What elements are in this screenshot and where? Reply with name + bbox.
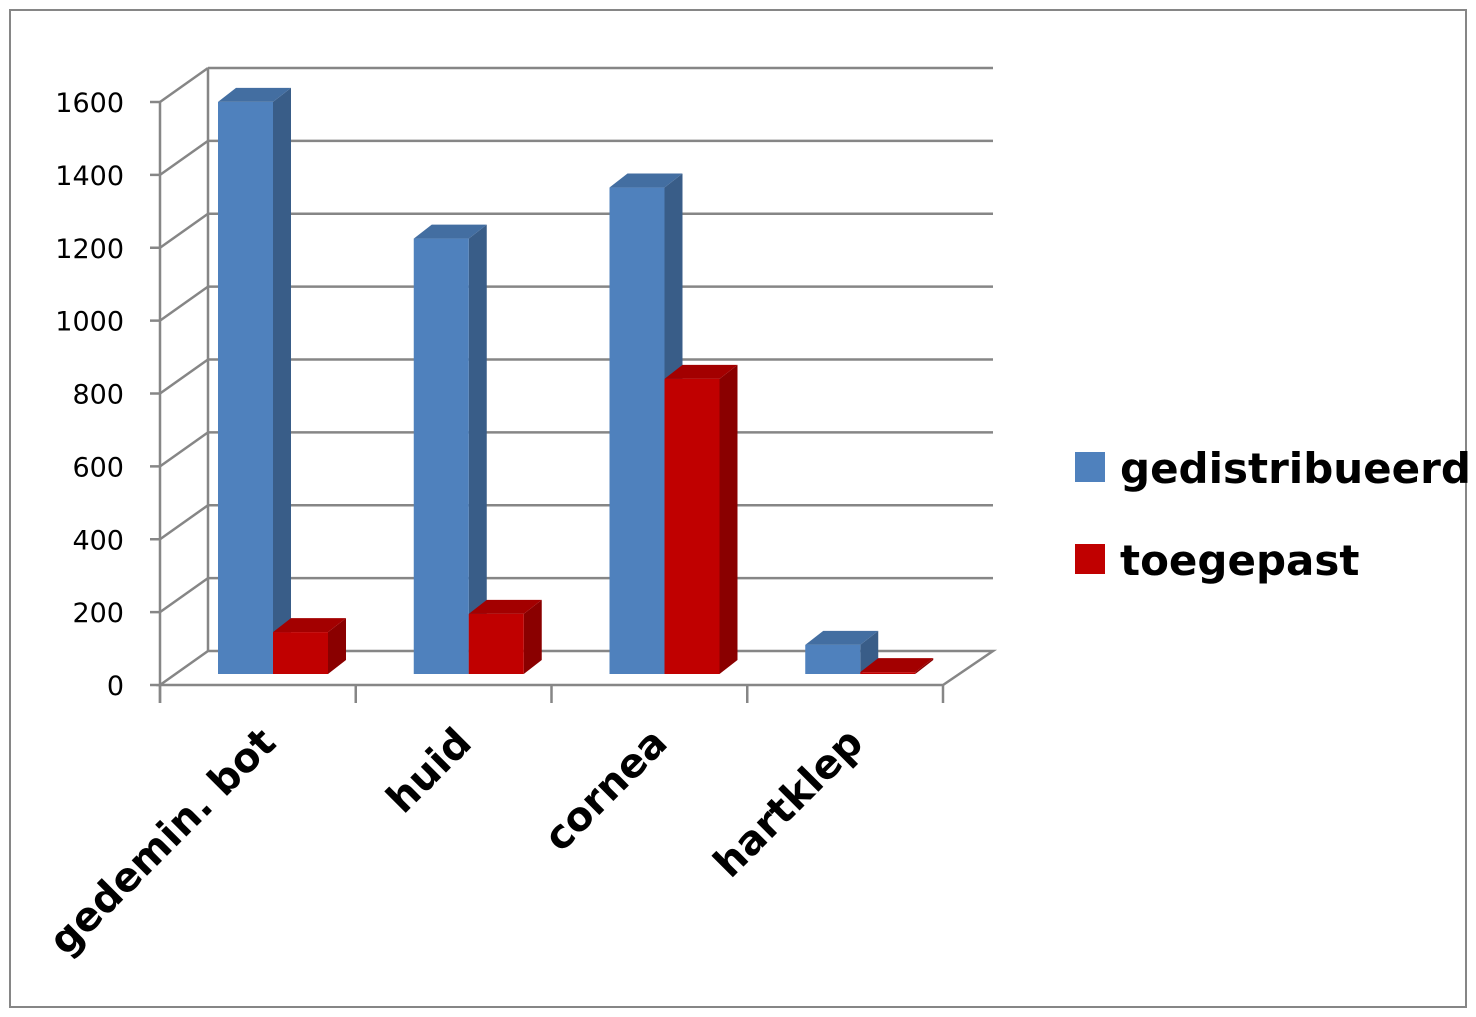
bar-toegepast-huid [468,599,542,674]
x-axis-category-labels: gedemin. bot huid cornea hartklep [40,720,872,964]
gridline-connector [159,66,209,104]
bar-side-face [719,364,738,674]
bar-top-face [805,630,879,645]
bar-front-face [413,238,469,674]
gridline-connector [159,139,209,176]
bar-top-face [273,618,346,633]
y-tick-label: 0 [107,671,124,702]
bar-toegepast-hartklep [860,658,934,674]
bar-front-face [218,101,273,674]
gridline-connector [159,504,209,541]
bar-side-face [273,87,291,674]
bar-side-face [468,224,487,674]
bar-top-face [468,599,542,614]
x-category-label: cornea [535,720,676,861]
bar-gedistribueerd-huid [413,224,487,674]
x-category-label: hartklep [705,720,872,887]
legend-swatch [1075,544,1105,574]
bar-toegepast-gedemin-bot [273,618,346,674]
bar-front-face [860,672,916,674]
legend-swatch [1075,452,1105,482]
gridline-connector [159,285,209,322]
chart-floor [156,649,998,687]
legend-item: gedistribueerd [1075,444,1471,493]
y-tick-label: 1400 [55,161,124,192]
legend-item: toegepast [1075,536,1359,585]
y-tick-label: 600 [72,452,124,483]
x-category-label: gedemin. bot [40,720,284,964]
gridline-connector [159,577,209,614]
bar-top-face [413,224,487,239]
bar-front-face [664,378,720,674]
y-tick-label: 1600 [55,88,124,119]
bar-gedistribueerd-gedemin-bot [218,87,291,674]
bar-front-face [468,613,524,674]
gridline-connector [159,358,209,395]
bar-toegepast-cornea [664,364,738,674]
y-tick-label: 200 [72,598,124,629]
y-tick-label: 800 [72,380,124,411]
gridline-connector [159,212,209,249]
legend-label: gedistribueerd [1120,444,1471,493]
x-category-label: huid [378,720,481,823]
gridline-connector [159,431,209,468]
bar-front-face [805,644,861,674]
y-axis-tick-labels: 0 200 400 600 800 1000 1200 1400 1600 [55,88,124,702]
y-tick-label: 400 [72,525,124,556]
y-tick-label: 1000 [55,307,124,338]
bar-top-face [218,87,291,102]
gridlines [159,66,993,614]
bar-top-face [664,364,738,379]
bar-side-face [915,658,934,674]
bar-gedistribueerd-hartklep [805,630,879,674]
bar-top-face [860,658,934,673]
legend: gedistribueerd toegepast [1075,444,1471,585]
y-tick-label: 1200 [55,234,124,265]
bar-front-face [609,187,665,674]
bar-top-face [609,173,683,188]
axes [150,68,998,703]
bars [218,87,934,674]
bar-front-face [273,632,328,674]
bar-side-face [328,618,346,674]
legend-label: toegepast [1120,536,1359,585]
bar-side-face [523,599,542,674]
